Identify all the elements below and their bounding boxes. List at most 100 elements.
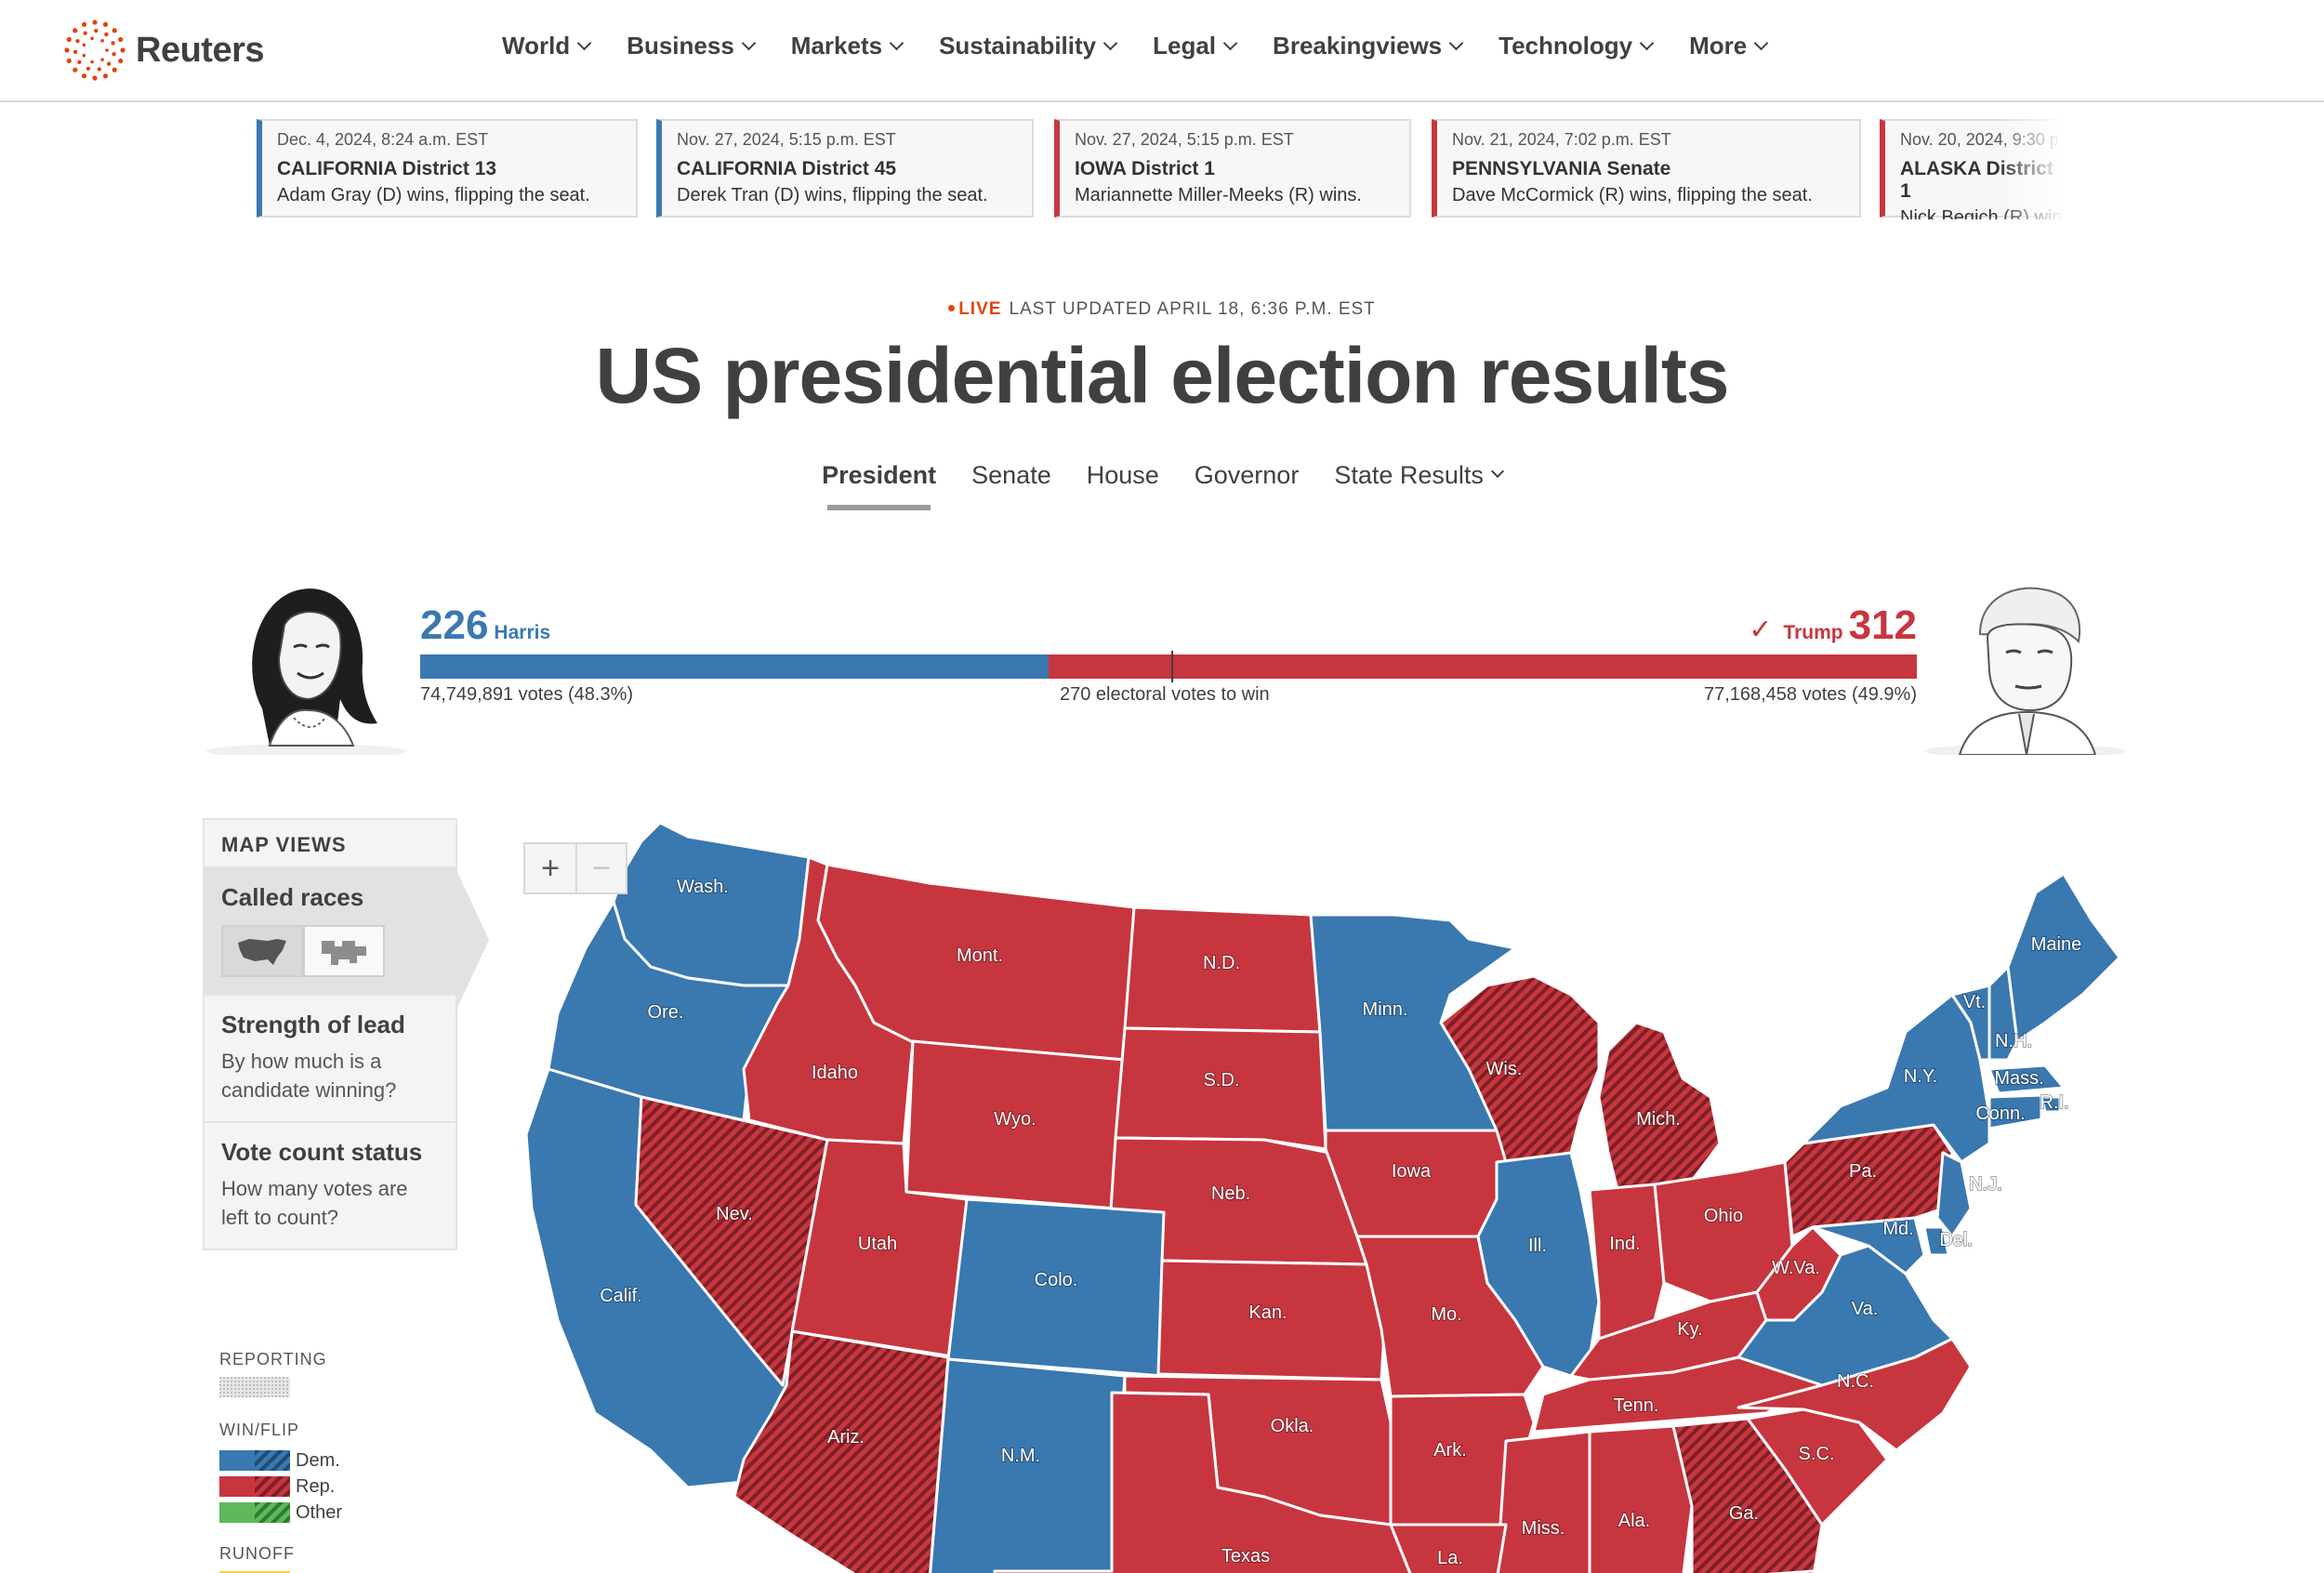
state-mont[interactable] (816, 863, 1136, 1062)
state-ala[interactable] (1588, 1424, 1694, 1573)
tab-label: Governor (1194, 461, 1300, 489)
tab-president[interactable]: President (822, 461, 936, 510)
ticker-result: Adam Gray (D) wins, flipping the seat. (277, 185, 590, 205)
state-label: Del. (1939, 1230, 1973, 1250)
trump-name: Trump (1783, 622, 1843, 643)
tab-governor[interactable]: Governor (1195, 461, 1300, 510)
us-map-icon (238, 939, 286, 965)
state-label: Pa. (1849, 1161, 1877, 1182)
state-label: Maine (2031, 934, 2081, 955)
harris-portrait (206, 588, 407, 755)
state-mass[interactable] (1987, 1064, 2066, 1095)
state-ind[interactable] (1588, 1183, 1666, 1341)
chevron-down-icon (1103, 35, 1118, 51)
view-called-races[interactable]: Called races (205, 868, 489, 1011)
chevron-down-icon (741, 35, 757, 51)
nav-item-breakingviews[interactable]: Breakingviews (1273, 32, 1464, 60)
state-nm[interactable] (929, 1357, 1127, 1573)
state-wis[interactable] (1439, 974, 1601, 1164)
ticker-card[interactable]: Nov. 27, 2024, 5:15 p.m. EST IOWA Distri… (1054, 119, 1411, 218)
brand-name: Reuters (136, 30, 265, 70)
nav-label: Markets (790, 32, 883, 59)
state-label: N.H. (1995, 1031, 2032, 1051)
state-vt[interactable] (1950, 984, 1991, 1062)
nav-item-technology[interactable]: Technology (1499, 32, 1655, 60)
cartogram-map-button[interactable] (303, 925, 385, 977)
legend-winflip-heading: WIN/FLIP (219, 1421, 300, 1439)
minus-icon[interactable]: − (575, 844, 626, 892)
state-label: Ariz. (827, 1427, 865, 1447)
trump-summary: ✓ Trump 312 (1749, 602, 1917, 649)
other-swatch (219, 1502, 290, 1523)
nav-label: Legal (1153, 32, 1217, 59)
tab-label: President (822, 461, 937, 489)
ticker-card[interactable]: Nov. 21, 2024, 7:02 p.m. EST PENNSYLVANI… (1432, 119, 1861, 218)
state-label: N.C. (1837, 1371, 1874, 1392)
state-label: Neb. (1211, 1183, 1250, 1204)
legend-reporting-heading: REPORTING (219, 1350, 327, 1368)
harris-popular-vote: 74,749,891 votes (48.3%) (420, 684, 634, 705)
trump-electoral-votes: 312 (1848, 602, 1917, 648)
state-label: Miss. (1522, 1518, 1565, 1539)
state-maine[interactable] (2006, 872, 2121, 1043)
geographic-map-button[interactable] (221, 925, 303, 977)
reporting-swatch (219, 1377, 290, 1397)
nav-label: More (1689, 32, 1748, 59)
nav-label: Technology (1499, 32, 1633, 59)
trump-bar-segment (1049, 654, 1917, 679)
ticker-result: Dave McCormick (R) wins, flipping the se… (1452, 185, 1813, 205)
state-label: Mich. (1636, 1109, 1681, 1130)
state-label: Ky. (1677, 1319, 1702, 1340)
map-legend: REPORTING WIN/FLIP Dem. Rep. Other RUNOF… (219, 1350, 342, 1573)
state-md[interactable] (1811, 1216, 1926, 1276)
ticker-time: Nov. 27, 2024, 5:15 p.m. EST (1075, 130, 1294, 149)
state-del[interactable] (1922, 1225, 1950, 1257)
harris-summary: 226 Harris (420, 602, 556, 649)
state-conn[interactable] (1987, 1093, 2043, 1130)
tab-senate[interactable]: Senate (971, 461, 1051, 510)
cartogram-icon (322, 941, 366, 965)
nav-item-markets[interactable]: Markets (790, 32, 905, 60)
state-label: W.Va. (1772, 1258, 1820, 1278)
state-label: Vt. (1963, 992, 1986, 1012)
state-label: N.J. (1969, 1174, 2002, 1195)
chevron-down-icon (889, 35, 905, 51)
state-miss[interactable] (1496, 1430, 1591, 1573)
tab-label: Senate (971, 461, 1051, 489)
legend-label: Rep. (296, 1475, 336, 1497)
legend-dem: Dem. (219, 1447, 342, 1474)
state-ri[interactable] (2040, 1095, 2062, 1114)
state-la[interactable] (1389, 1523, 1508, 1573)
page-title: US presidential election results (595, 332, 1729, 419)
state-mich[interactable] (1597, 1021, 1722, 1192)
tab-house[interactable]: House (1087, 461, 1159, 510)
harris-bar-segment (420, 654, 1050, 679)
nav-item-business[interactable]: Business (627, 32, 757, 60)
state-sd[interactable] (1114, 1026, 1327, 1151)
view-title: Vote count status (221, 1138, 423, 1166)
view-vote-count-status[interactable]: Vote count status How many votes are lef… (205, 1123, 456, 1249)
state-label: Ill. (1528, 1236, 1547, 1256)
reuters-logo[interactable]: Reuters (61, 17, 265, 84)
ticker-card[interactable]: Nov. 27, 2024, 5:15 p.m. EST CALIFORNIA … (656, 119, 1034, 218)
nav-item-more[interactable]: More (1689, 32, 1769, 60)
state-label: Iowa (1392, 1161, 1432, 1182)
state-label: Va. (1852, 1299, 1879, 1319)
plus-icon[interactable]: + (541, 850, 560, 886)
view-description: How many votes are left to count? (221, 1177, 408, 1229)
chevron-down-icon (1490, 464, 1504, 479)
rep-swatch (219, 1476, 290, 1497)
ticker-card[interactable]: Dec. 4, 2024, 8:24 a.m. EST CALIFORNIA D… (257, 119, 638, 218)
nav-item-world[interactable]: World (502, 32, 592, 60)
legend-other: Other (219, 1500, 342, 1526)
nav-item-legal[interactable]: Legal (1153, 32, 1238, 60)
state-label: Mo. (1431, 1304, 1461, 1325)
view-strength-of-lead[interactable]: Strength of lead By how much is a candid… (205, 996, 456, 1123)
tab-state-results[interactable]: State Results (1334, 461, 1504, 510)
electoral-vote-bar (420, 651, 1917, 682)
chevron-down-icon (1639, 35, 1655, 51)
state-label: Conn. (1975, 1104, 2025, 1124)
state-label: S.D. (1204, 1070, 1240, 1091)
state-nj[interactable] (1935, 1151, 1973, 1238)
nav-item-sustainability[interactable]: Sustainability (939, 32, 1118, 60)
